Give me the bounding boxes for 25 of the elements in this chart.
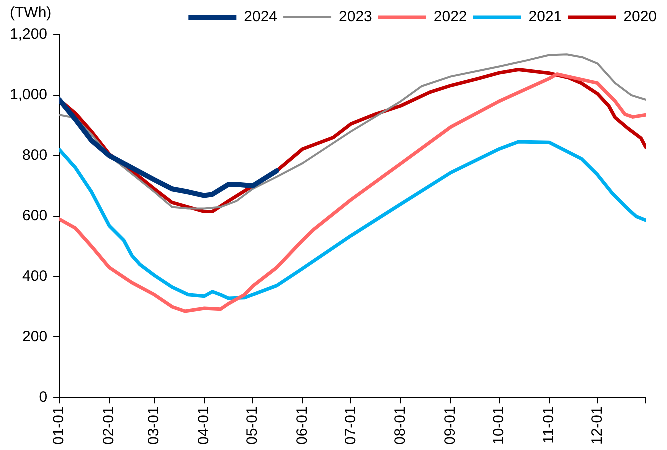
y-tick-label: 200 [22,328,48,346]
x-tick-label: 08-01 [392,406,410,446]
y-tick-label: 600 [22,207,48,224]
x-tick-label: 01-01 [50,406,68,446]
y-axis-title: (TWh) [10,4,52,22]
x-tick-label: 06-01 [294,406,311,446]
legend-label: 2022 [434,8,468,26]
legend-label: 2024 [244,8,278,26]
legend-label: 2023 [339,8,372,26]
x-tick-label: 09-01 [442,406,460,446]
y-tick-label: 0 [39,388,48,406]
y-tick-label: 1,000 [10,86,48,104]
x-tick-label: 04-01 [196,406,213,446]
legend-label: 2020 [624,8,658,26]
y-tick-label: 400 [22,268,48,285]
x-tick-label: 10-01 [490,406,508,446]
x-tick-label: 03-01 [146,406,163,446]
x-tick-label: 07-01 [342,406,360,446]
y-tick-label: 1,200 [10,26,48,44]
x-tick-label: 05-01 [244,406,262,446]
x-tick-label: 02-01 [100,406,118,446]
legend-label: 2021 [528,8,562,26]
x-tick-label: 11-01 [540,406,558,444]
x-tick-label: 12-01 [588,406,606,446]
y-tick-label: 800 [22,147,48,164]
